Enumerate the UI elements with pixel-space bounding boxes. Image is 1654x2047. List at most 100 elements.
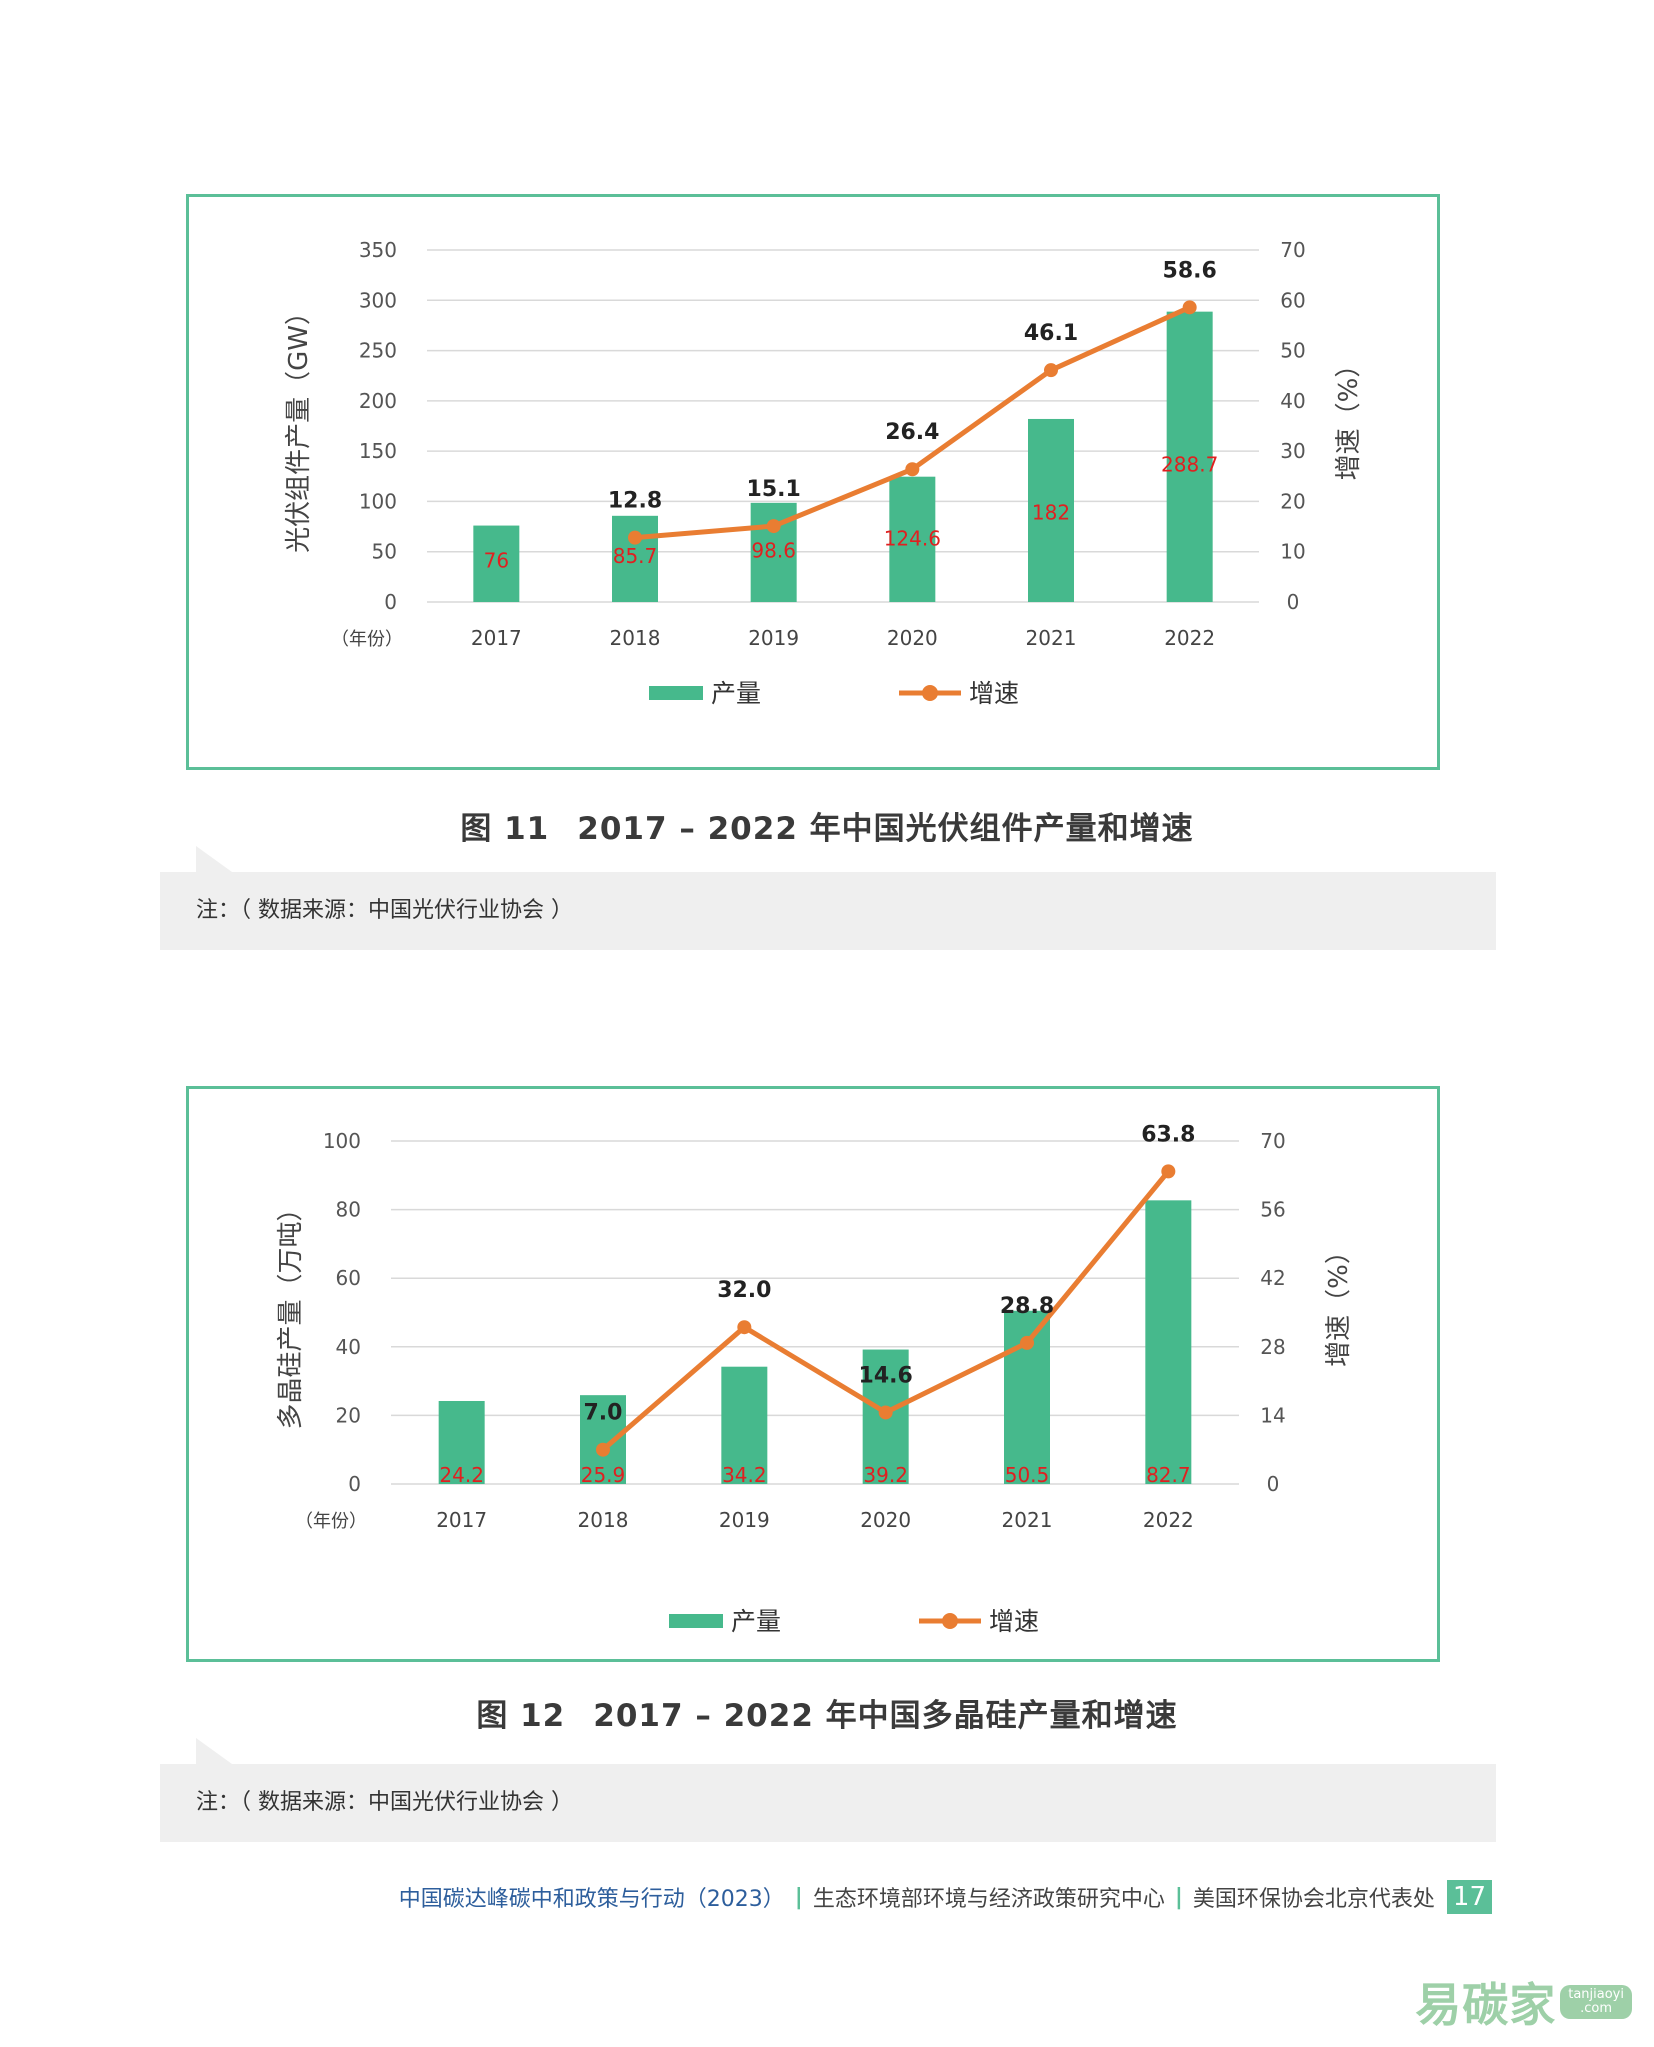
- bar-data-label: 24.2: [439, 1463, 484, 1487]
- page-footer: 中国碳达峰碳中和政策与行动（2023） | 生态环境部环境与经济政策研究中心 |…: [399, 1880, 1492, 1914]
- chart-polysilicon-output: 0 20 40 60 80 100 0 14 28 42 56 70 24.2 25.9 34.2 39.2 5…: [276, 1122, 1354, 1636]
- growth-point: [1044, 363, 1058, 378]
- y-tick-label: 100: [323, 1129, 361, 1153]
- y2-tick-label: 0: [1267, 1472, 1280, 1496]
- legend-label-line: 增速: [989, 1607, 1039, 1636]
- y2-tick-label: 0: [1287, 590, 1300, 614]
- bar: [1028, 418, 1074, 602]
- y-tick-label: 350: [359, 238, 397, 262]
- x-tick-label: 2022: [1143, 1508, 1194, 1532]
- y-tick-label: 200: [359, 389, 397, 413]
- x-tick-label: 2019: [748, 626, 799, 650]
- bar: [889, 476, 936, 602]
- growth-data-label: 15.1: [747, 477, 801, 502]
- bar-data-label: 124.6: [884, 527, 941, 551]
- growth-data-label: 7.0: [584, 1401, 623, 1426]
- bar: [1145, 1200, 1192, 1484]
- growth-data-label: 46.1: [1024, 321, 1078, 346]
- y2-axis-title: 增速（%）: [1334, 352, 1364, 481]
- y2-tick-label: 30: [1280, 439, 1305, 463]
- footer-separator: |: [1174, 1884, 1183, 1910]
- x-tick-label: 2020: [860, 1508, 911, 1532]
- legend-swatch-bar: [649, 686, 703, 700]
- legend-swatch-bar: [669, 1614, 723, 1628]
- y2-tick-label: 56: [1260, 1198, 1285, 1222]
- growth-point: [766, 519, 781, 534]
- growth-data-label: 58.6: [1163, 258, 1217, 283]
- figure-caption-11: 图 11 2017 – 2022 年中国光伏组件产量和增速: [0, 803, 1654, 848]
- watermark-logo: 易碳家 tanjiaoyi .com: [1415, 1969, 1632, 2035]
- figure-caption-12: 图 12 2017 – 2022 年中国多晶硅产量和增速: [0, 1690, 1654, 1735]
- legend-label-bar: 产量: [711, 679, 761, 708]
- y2-tick-label: 40: [1280, 389, 1305, 413]
- bar-data-label: 76: [484, 549, 509, 573]
- y-tick-label: 80: [336, 1198, 361, 1222]
- bar-data-label: 25.9: [581, 1463, 626, 1487]
- growth-data-label: 14.6: [859, 1363, 913, 1388]
- bar: [438, 1400, 485, 1484]
- chart-frame-polysilicon-output: 0 20 40 60 80 100 0 14 28 42 56 70 24.2 25.9 34.2 39.2 5…: [186, 1086, 1440, 1662]
- footer-report-title: 中国碳达峰碳中和政策与行动（2023）: [398, 1887, 785, 1912]
- y-axis-title: 多晶硅产量（万吨）: [276, 1195, 306, 1429]
- y-tick-label: 250: [359, 339, 397, 363]
- page-number: 17: [1446, 1880, 1492, 1914]
- y-tick-label: 300: [359, 288, 397, 312]
- growth-point: [878, 1405, 893, 1420]
- y-tick-label: 100: [359, 489, 397, 513]
- bar-data-label: 82.7: [1146, 1463, 1191, 1487]
- bar-data-label: 98.6: [751, 538, 796, 562]
- watermark-text: 易碳家: [1415, 1978, 1557, 2032]
- chart-frame-module-output: 0 50 100 150 200 250 300 350 0 10 20 30 40 50 60 70 76 85…: [186, 194, 1440, 770]
- watermark-sub: tanjiaoyi: [1568, 1987, 1624, 2002]
- y2-tick-label: 28: [1260, 1335, 1285, 1359]
- x-tick-label: 2019: [719, 1508, 770, 1532]
- y-axis-title: 光伏组件产量（GW）: [284, 299, 314, 553]
- growth-point: [737, 1320, 752, 1335]
- growth-point: [1182, 300, 1197, 315]
- bar-data-label: 50.5: [1005, 1463, 1050, 1487]
- watermark-sub: .com: [1580, 2001, 1613, 2016]
- growth-data-label: 32.0: [717, 1278, 771, 1303]
- bar-data-label: 34.2: [722, 1463, 767, 1487]
- y2-tick-label: 50: [1280, 339, 1305, 363]
- x-tick-label: 2017: [471, 626, 522, 650]
- legend-label-line: 增速: [969, 679, 1019, 708]
- y2-tick-label: 60: [1280, 288, 1305, 312]
- y-tick-label: 150: [359, 439, 397, 463]
- y-tick-label: 0: [384, 590, 397, 614]
- bar: [721, 1366, 768, 1484]
- y-tick-label: 60: [336, 1266, 361, 1290]
- chart-module-output: 0 50 100 150 200 250 300 350 0 10 20 30 40 50 60 70 76 85…: [284, 238, 1364, 708]
- growth-point: [596, 1442, 610, 1457]
- growth-point: [1020, 1335, 1034, 1350]
- bar-data-label: 288.7: [1161, 452, 1218, 476]
- y2-axis-title: 增速（%）: [1324, 1238, 1354, 1367]
- x-tick-label: 2021: [1026, 626, 1077, 650]
- x-tick-label: 2018: [610, 626, 661, 650]
- figure-title: 2017 – 2022 年中国光伏组件产量和增速: [577, 811, 1194, 847]
- legend-swatch-marker: [922, 685, 938, 701]
- x-tick-label: 2022: [1164, 626, 1215, 650]
- y2-tick-label: 10: [1280, 540, 1305, 564]
- y2-tick-label: 70: [1260, 1129, 1285, 1153]
- y2-tick-label: 14: [1260, 1403, 1285, 1427]
- x-unit-label: （年份）: [331, 629, 403, 650]
- growth-point: [1161, 1164, 1176, 1179]
- growth-data-label: 12.8: [608, 489, 662, 514]
- legend-swatch-marker: [942, 1613, 958, 1629]
- bar: [1166, 311, 1213, 602]
- y2-tick-label: 42: [1260, 1266, 1285, 1290]
- growth-data-label: 26.4: [885, 420, 939, 445]
- figure-title: 2017 – 2022 年中国多晶硅产量和增速: [593, 1698, 1178, 1734]
- x-unit-label: （年份）: [295, 1511, 367, 1532]
- footer-org-1: 生态环境部环境与经济政策研究中心: [812, 1887, 1165, 1912]
- legend-label-bar: 产量: [731, 1607, 781, 1636]
- bar-data-label: 85.7: [613, 544, 658, 568]
- bar: [473, 525, 520, 602]
- x-tick-label: 2021: [1002, 1508, 1053, 1532]
- bar-data-label: 182: [1032, 501, 1070, 525]
- footer-separator: |: [794, 1884, 803, 1910]
- footer-org-2: 美国环保协会北京代表处: [1192, 1887, 1435, 1912]
- y-tick-label: 0: [348, 1472, 361, 1496]
- x-tick-label: 2020: [887, 626, 938, 650]
